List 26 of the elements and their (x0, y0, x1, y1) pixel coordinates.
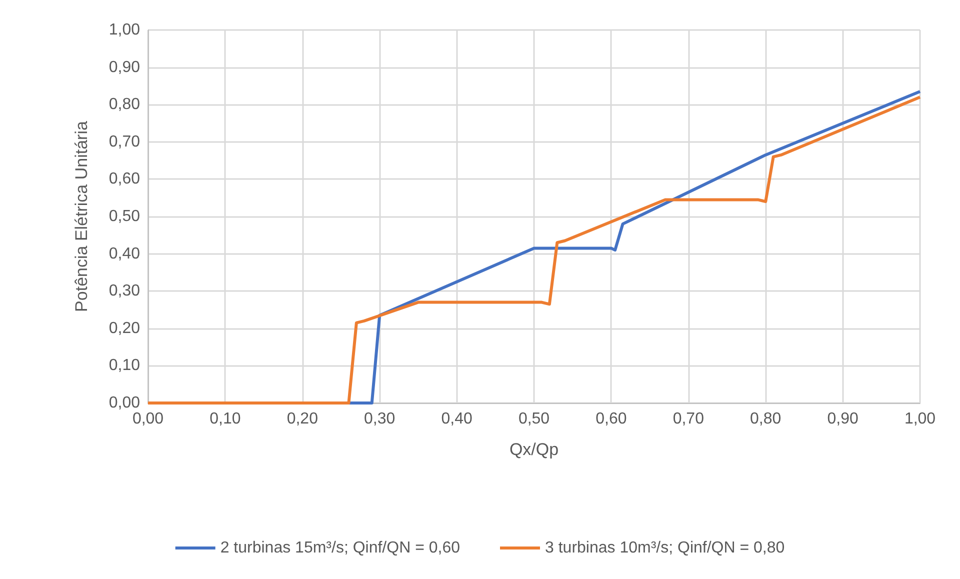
y-tick-label: 0,90 (108, 58, 140, 76)
y-tick-label: 0,40 (108, 245, 140, 262)
legend-label: 3 turbinas 10m³/s; Qinf/QN = 0,80 (545, 540, 785, 556)
x-tick-label: 0,20 (286, 410, 318, 428)
x-tick-label: 0,50 (518, 410, 550, 428)
x-tick-label: 0,80 (750, 410, 782, 428)
x-tick-label: 1,00 (904, 410, 936, 428)
x-tick-label: 0,00 (132, 410, 164, 428)
y-axis-title: Potência Elétrica Unitária (72, 120, 91, 312)
y-tick-label: 0,10 (108, 357, 140, 374)
y-tick-label: 0,00 (108, 394, 140, 412)
y-tick-label: 0,80 (108, 96, 140, 114)
legend-label: 2 turbinas 15m³/s; Qinf/QN = 0,60 (220, 540, 460, 556)
x-tick-label: 0,90 (827, 410, 858, 428)
x-tick-label: 0,70 (672, 410, 704, 428)
x-tick-label: 0,40 (441, 410, 472, 428)
y-tick-label: 0,30 (108, 282, 140, 300)
x-axis-title: Qx/Qp (509, 440, 559, 459)
y-tick-label: 1,00 (108, 22, 140, 38)
y-tick-label: 0,70 (108, 133, 140, 150)
x-tick-label: 0,60 (596, 410, 627, 428)
y-tick-label: 0,50 (108, 208, 140, 225)
y-tick-label: 0,60 (108, 170, 140, 188)
x-tick-label: 0,10 (210, 410, 241, 428)
x-tick-label: 0,30 (364, 410, 396, 428)
y-tick-label: 0,20 (108, 320, 140, 337)
